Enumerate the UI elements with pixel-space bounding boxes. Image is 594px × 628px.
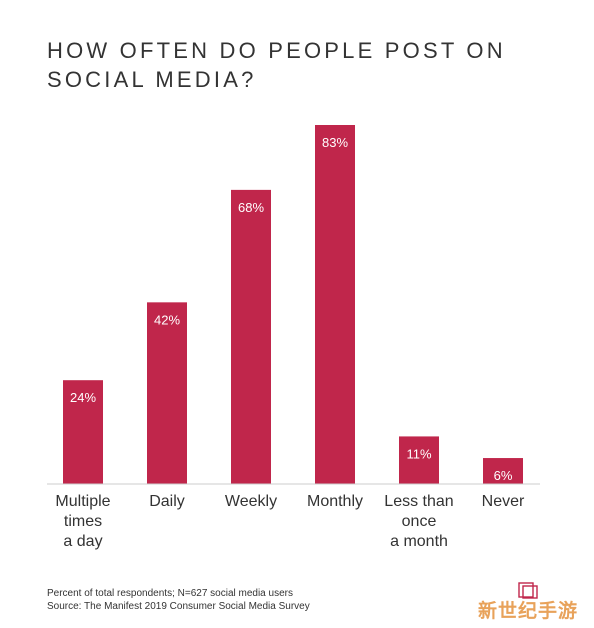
footnote: Percent of total respondents; N=627 soci… — [47, 587, 310, 613]
bar-2 — [231, 189, 271, 484]
bar-4 — [399, 436, 439, 484]
category-label-line: Daily — [149, 493, 185, 510]
bar-value-label-2: 68% — [238, 200, 264, 215]
category-label-line: Less than — [384, 493, 453, 510]
category-label-line: once — [402, 513, 437, 530]
bar-value-label-1: 42% — [154, 312, 180, 327]
category-label-1: Daily — [149, 493, 185, 510]
category-label-line: Monthly — [307, 493, 363, 510]
category-label-line: Multiple — [55, 493, 110, 510]
chart-title-line-2: SOCIAL MEDIA? — [47, 67, 257, 92]
category-label-2: Weekly — [225, 493, 277, 510]
chart-title: HOW OFTEN DO PEOPLE POST ON SOCIAL MEDIA… — [47, 36, 527, 94]
category-label-5: Never — [482, 493, 525, 510]
category-label-3: Monthly — [307, 493, 363, 510]
bars-group: 24% 42% 68% 83% 11% 6% — [63, 125, 523, 484]
footnote-source: Source: The Manifest 2019 Consumer Socia… — [47, 601, 310, 612]
category-label-line: a day — [63, 533, 102, 550]
bar-0 — [63, 380, 103, 484]
bar-5 — [483, 458, 523, 484]
footnote-respondents: Percent of total respondents; N=627 soci… — [47, 588, 293, 599]
bar-value-label-3: 83% — [322, 135, 348, 150]
bar-value-label-0: 24% — [70, 390, 96, 405]
category-label-4: Less than once a month — [384, 493, 453, 550]
manifest-logo-icon — [518, 582, 538, 599]
chart-title-line-1: HOW OFTEN DO PEOPLE POST ON — [47, 38, 506, 63]
category-label-0: Multiple times a day — [55, 493, 110, 550]
watermark: 新世纪手游 — [478, 600, 579, 622]
bar-value-label-5: 6% — [494, 468, 513, 483]
category-labels-group: Multiple times a day Daily Weekly Monthly Less… — [55, 493, 525, 550]
bar-value-label-4: 11% — [406, 446, 431, 461]
category-label-line: times — [64, 513, 102, 530]
bar-3 — [315, 125, 355, 484]
category-label-line: Never — [482, 493, 525, 510]
category-label-line: a month — [390, 533, 448, 550]
category-label-line: Weekly — [225, 493, 277, 510]
bar-1 — [147, 302, 187, 484]
